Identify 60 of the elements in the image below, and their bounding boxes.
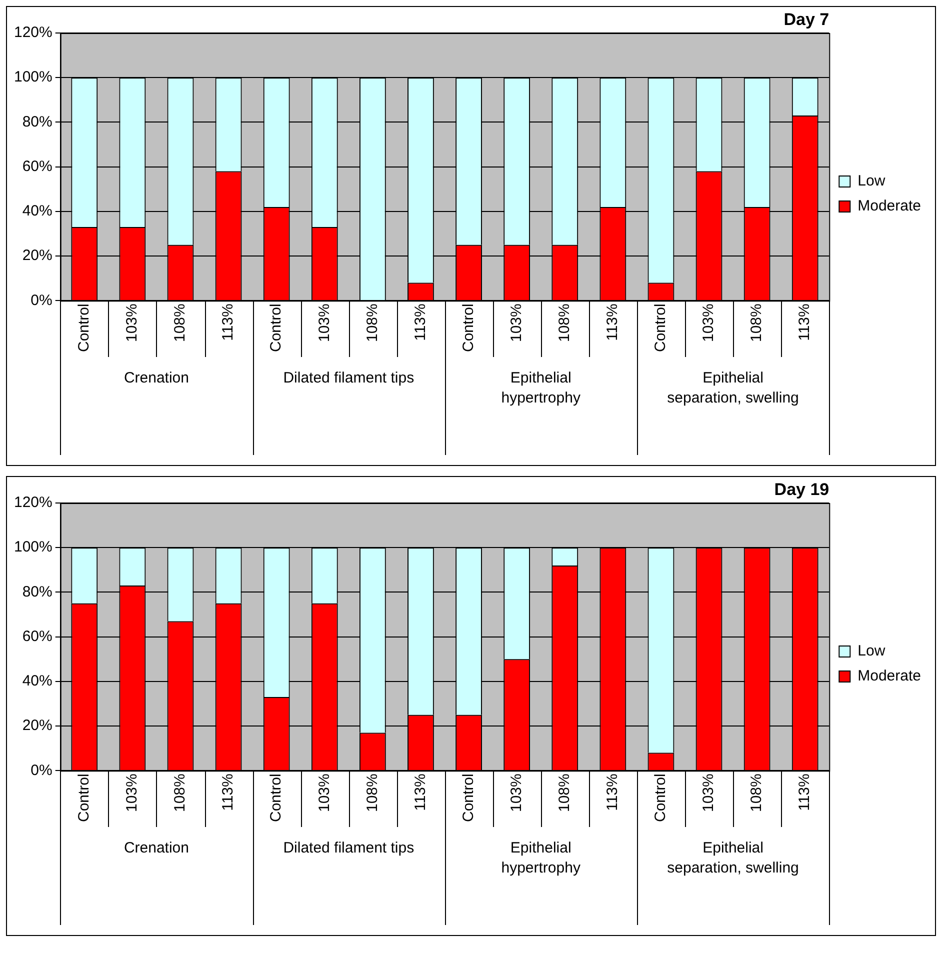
x-tick-label: 103% — [700, 304, 718, 342]
text: Dilated filament tips — [283, 840, 414, 857]
text: Crenation — [124, 840, 189, 857]
text: Epithelial separation, swelling — [667, 370, 799, 407]
x-tick-label: 103% — [316, 774, 333, 812]
y-tick-label: 120% — [14, 494, 52, 512]
y-tick-label: 40% — [22, 202, 52, 220]
x-tick-label: 103% — [316, 304, 333, 342]
x-tick-label: 103% — [124, 774, 141, 812]
x-tick-label: 113% — [604, 774, 622, 811]
x-tick-label: 103% — [508, 304, 525, 342]
x-tick-label: Control — [460, 774, 477, 822]
text: Dilated filament tips — [283, 370, 414, 387]
text: Epithelial separation, swelling — [667, 840, 799, 877]
x-tick-label: Control — [76, 304, 93, 352]
x-tick-label: Control — [76, 774, 93, 822]
y-tick-label: 0% — [30, 762, 52, 779]
x-tick-label: 113% — [796, 774, 814, 811]
x-tick-label: 113% — [604, 304, 622, 341]
legend-label: Moderate — [858, 198, 922, 215]
x-tick-label: Control — [460, 304, 477, 352]
y-tick-label: 0% — [30, 292, 52, 309]
y-tick-label: 20% — [22, 717, 52, 734]
x-tick-label: Control — [268, 304, 285, 352]
x-tick-label: 108% — [748, 774, 766, 812]
x-tick-label: 108% — [556, 304, 574, 342]
x-tick-label: 108% — [172, 774, 189, 812]
x-tick-label: 113% — [796, 304, 814, 341]
x-tick-label: 108% — [556, 774, 574, 812]
y-tick-label: 120% — [14, 24, 52, 42]
y-tick-label: 40% — [22, 672, 52, 690]
x-tick-label: 113% — [220, 304, 237, 341]
y-tick-label: 60% — [22, 158, 52, 175]
text: Epithelial hypertrophy — [501, 370, 581, 407]
x-tick-label: 113% — [412, 304, 429, 341]
y-tick-label: 60% — [22, 628, 52, 645]
x-tick-label: 108% — [748, 304, 766, 342]
text: Crenation — [124, 370, 189, 387]
x-tick-label: 113% — [220, 774, 237, 811]
y-tick-label: 20% — [22, 247, 52, 264]
y-tick-label: 80% — [22, 113, 52, 130]
x-tick-label: 108% — [364, 774, 381, 812]
legend-label: Low — [858, 642, 886, 660]
text: Epithelial hypertrophy — [501, 840, 581, 877]
x-tick-label: 103% — [124, 304, 141, 342]
chart-title: Day 7 — [784, 10, 830, 30]
y-tick-label: 100% — [14, 538, 52, 556]
x-tick-label: 113% — [412, 774, 429, 811]
x-tick-label: Control — [652, 774, 670, 822]
x-tick-label: 103% — [700, 774, 718, 812]
x-tick-label: 108% — [364, 304, 381, 342]
legend-label: Low — [858, 172, 886, 190]
y-tick-label: 100% — [14, 68, 52, 86]
chart-title: Day 19 — [774, 480, 830, 500]
x-tick-label: 103% — [508, 774, 525, 812]
x-tick-label: Control — [652, 304, 670, 352]
legend-label: Moderate — [858, 668, 922, 685]
y-tick-label: 80% — [22, 583, 52, 600]
x-tick-label: Control — [268, 774, 285, 822]
x-tick-label: 108% — [172, 304, 189, 342]
